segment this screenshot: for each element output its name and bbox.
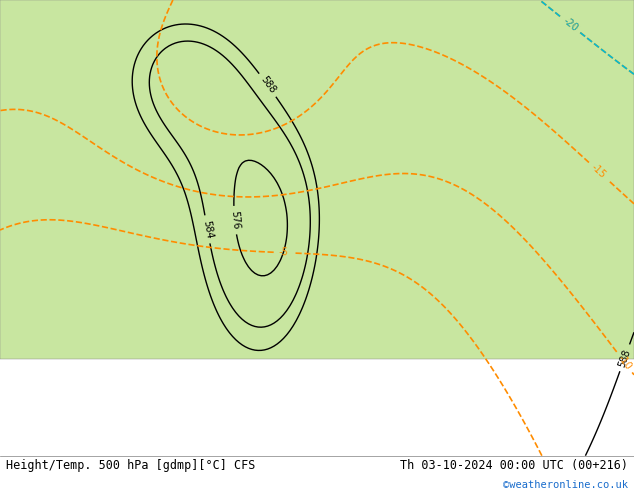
Text: 588: 588 [617, 347, 633, 368]
Text: 576: 576 [229, 211, 240, 230]
Text: ©weatheronline.co.uk: ©weatheronline.co.uk [503, 480, 628, 490]
Text: -5: -5 [278, 247, 288, 258]
Text: -20: -20 [561, 16, 579, 33]
Text: -20: -20 [561, 16, 579, 33]
Text: -15: -15 [589, 162, 608, 180]
Text: Th 03-10-2024 00:00 UTC (00+216): Th 03-10-2024 00:00 UTC (00+216) [399, 460, 628, 472]
Bar [0, 0, 634, 359]
Text: Height/Temp. 500 hPa [gdmp][°C] CFS: Height/Temp. 500 hPa [gdmp][°C] CFS [6, 460, 256, 472]
Text: 584: 584 [201, 220, 214, 239]
Text: -10: -10 [616, 353, 633, 371]
Text: 588: 588 [258, 74, 277, 96]
